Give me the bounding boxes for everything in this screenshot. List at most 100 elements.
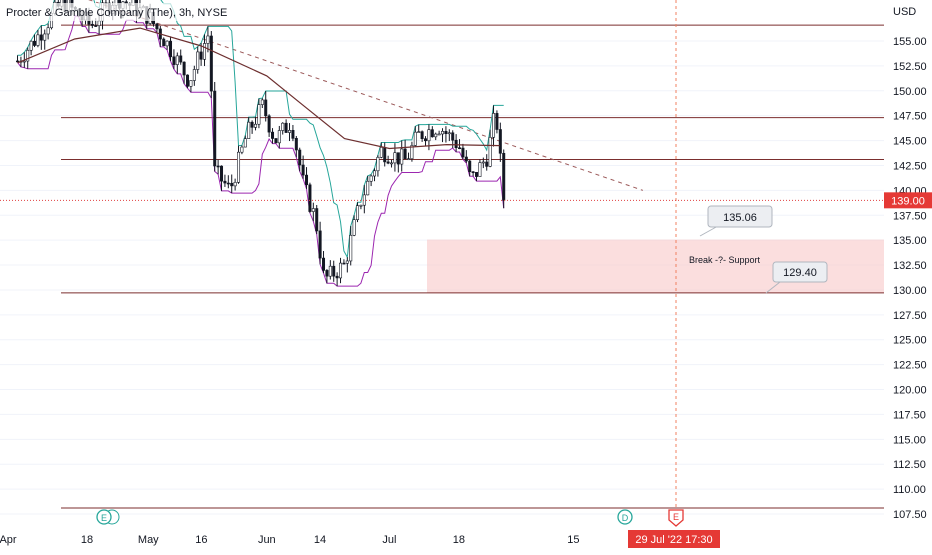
candle[interactable] [430, 129, 434, 138]
candle[interactable] [485, 161, 489, 167]
trendline[interactable] [58, 0, 643, 191]
candle[interactable] [441, 131, 445, 135]
candle[interactable] [403, 148, 407, 160]
candle[interactable] [284, 122, 288, 133]
candle[interactable] [203, 43, 207, 60]
candle[interactable] [267, 115, 271, 133]
candle[interactable] [196, 51, 200, 70]
annotation-135-box[interactable] [707, 205, 773, 228]
candle[interactable] [356, 205, 360, 220]
candle[interactable] [305, 174, 309, 186]
candle[interactable] [237, 151, 241, 183]
candle[interactable] [471, 171, 475, 174]
candle[interactable] [291, 130, 295, 139]
candle[interactable] [390, 162, 394, 165]
candle[interactable] [308, 184, 312, 212]
candle[interactable] [366, 180, 370, 196]
candle[interactable] [22, 60, 26, 63]
candle[interactable] [410, 145, 414, 160]
candle[interactable] [393, 152, 397, 164]
candle[interactable] [379, 147, 383, 158]
candle[interactable] [322, 257, 326, 271]
candle[interactable] [199, 51, 203, 60]
candle[interactable] [162, 38, 166, 47]
annotation-129-box[interactable] [772, 261, 828, 283]
candle[interactable] [478, 162, 482, 177]
candle[interactable] [226, 182, 230, 185]
candle[interactable] [492, 113, 496, 138]
candle[interactable] [349, 234, 353, 262]
candle[interactable] [206, 35, 210, 44]
candle[interactable] [301, 164, 305, 176]
candle[interactable] [271, 131, 275, 139]
candle[interactable] [90, 23, 94, 26]
candle[interactable] [498, 129, 502, 154]
candle[interactable] [233, 181, 237, 187]
candle[interactable] [182, 61, 186, 76]
candle[interactable] [165, 40, 169, 47]
candle[interactable] [36, 34, 40, 46]
candle[interactable] [345, 260, 349, 264]
candle[interactable] [220, 165, 224, 182]
candle[interactable] [186, 74, 190, 87]
candle[interactable] [260, 99, 264, 105]
candle[interactable] [264, 99, 268, 117]
candle[interactable] [97, 20, 101, 26]
candle[interactable] [46, 27, 50, 35]
candle[interactable] [169, 40, 173, 58]
candle[interactable] [461, 147, 465, 158]
candle[interactable] [359, 204, 363, 207]
candle[interactable] [417, 131, 421, 133]
candle[interactable] [396, 152, 400, 165]
candle[interactable] [325, 270, 329, 277]
candle[interactable] [240, 146, 244, 153]
dividend-event[interactable]: D [617, 509, 633, 525]
candle[interactable] [373, 170, 377, 177]
candle[interactable] [437, 133, 441, 136]
candle[interactable] [213, 90, 217, 167]
candle[interactable] [315, 208, 319, 232]
candle[interactable] [495, 113, 499, 130]
candle[interactable] [94, 25, 98, 27]
candle[interactable] [413, 131, 417, 146]
candle[interactable] [481, 161, 485, 164]
candle[interactable] [475, 172, 479, 177]
candle[interactable] [254, 123, 258, 128]
candle[interactable] [376, 156, 380, 172]
candle[interactable] [192, 69, 196, 81]
candle[interactable] [454, 139, 458, 149]
candle[interactable] [281, 122, 285, 131]
candle[interactable] [223, 180, 227, 184]
earnings-event-2[interactable]: E [668, 509, 684, 527]
candle[interactable] [29, 40, 33, 51]
candle[interactable] [26, 49, 30, 62]
candle[interactable] [427, 129, 431, 142]
candle[interactable] [400, 148, 404, 165]
candle[interactable] [434, 133, 438, 138]
candle[interactable] [339, 262, 343, 279]
candle[interactable] [16, 60, 20, 63]
candle[interactable] [451, 132, 455, 141]
candle[interactable] [444, 131, 448, 134]
candle[interactable] [424, 138, 428, 142]
candle[interactable] [172, 56, 176, 65]
candle[interactable] [230, 182, 234, 187]
candle[interactable] [274, 138, 278, 144]
candle[interactable] [502, 152, 506, 201]
price-axis[interactable]: 107.50 110.00 112.50 115.00 117.50 120.00 122.… [893, 36, 927, 521]
candle[interactable] [369, 175, 373, 182]
candle[interactable] [175, 55, 179, 65]
candle[interactable] [209, 35, 213, 92]
candle[interactable] [318, 230, 322, 259]
candle[interactable] [352, 219, 356, 236]
candle[interactable] [464, 156, 468, 162]
candle[interactable] [447, 132, 451, 135]
candle[interactable] [33, 40, 37, 46]
candle[interactable] [488, 136, 492, 167]
candle[interactable] [407, 158, 411, 161]
candle[interactable] [386, 161, 390, 164]
candle[interactable] [257, 104, 261, 125]
candle[interactable] [328, 265, 332, 277]
